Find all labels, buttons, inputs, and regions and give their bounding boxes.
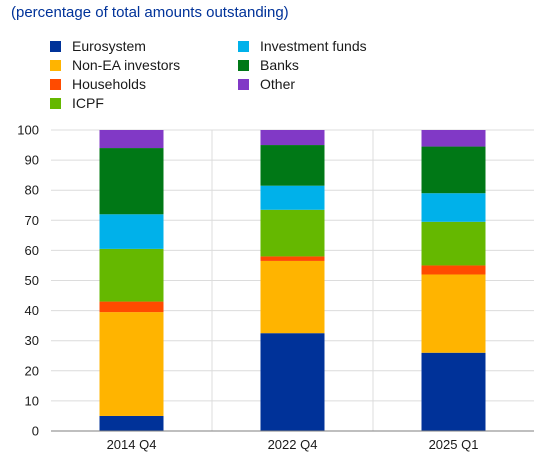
y-axis: 0 10 20 30 40 50 60 70 80 90 100 [17, 123, 39, 439]
legend-swatch [50, 97, 61, 109]
y-tick-label: 50 [25, 273, 39, 288]
legend-item-banks: Banks [238, 57, 299, 73]
y-tick-label: 100 [17, 123, 39, 138]
legend-item-eurosystem: Eurosystem [50, 38, 146, 54]
legend-label: Eurosystem [72, 38, 146, 54]
bar-segment-other [99, 130, 164, 149]
bar-segment-eurosystem [421, 352, 486, 431]
chart-subtitle: (percentage of total amounts outstanding… [11, 4, 289, 21]
legend-label: ICPF [72, 95, 104, 111]
y-tick-label: 80 [25, 183, 39, 198]
bar-segment-banks [99, 148, 164, 215]
y-tick-label: 30 [25, 333, 39, 348]
legend-swatch [50, 59, 61, 71]
legend-swatch [50, 40, 61, 52]
legend-label: Non-EA investors [72, 57, 181, 73]
x-tick-label: 2025 Q1 [429, 437, 479, 452]
legend-label: Households [72, 76, 146, 92]
chart-legend: Eurosystem Non-EA investors Households I… [0, 0, 558, 120]
y-tick-label: 20 [25, 363, 39, 378]
legend-item-other: Other [238, 76, 295, 92]
bar-segment-investment-funds [99, 214, 164, 249]
bar-segment-banks [260, 145, 325, 186]
x-axis: 2014 Q4 2022 Q4 2025 Q1 [51, 430, 534, 452]
bar-segment-icpf [421, 221, 486, 266]
y-tick-label: 40 [25, 303, 39, 318]
x-tick-label: 2014 Q4 [107, 437, 157, 452]
bar-segment-investment-funds [260, 185, 325, 210]
bar-segment-households [260, 256, 325, 261]
x-tick-label: 2022 Q4 [268, 437, 318, 452]
bar-segment-eurosystem [260, 333, 325, 431]
y-tick-label: 10 [25, 393, 39, 408]
bar-segment-non-ea-investors [99, 312, 164, 416]
legend-label: Other [260, 76, 296, 92]
y-tick-label: 90 [25, 153, 39, 168]
legend-item-icpf: ICPF [50, 95, 104, 111]
legend-item-households: Households [50, 76, 146, 92]
y-tick-label: 0 [32, 424, 39, 439]
bar-segment-icpf [99, 248, 164, 302]
bar-segment-banks [421, 146, 486, 194]
legend-swatch [50, 78, 61, 90]
bar-segment-households [421, 265, 486, 275]
legend-label: Banks [260, 57, 299, 73]
bar-segment-other [260, 130, 325, 146]
bar-segment-non-ea-investors [260, 260, 325, 334]
bar-segment-icpf [260, 209, 325, 257]
bars [99, 130, 486, 431]
y-tick-label: 60 [25, 243, 39, 258]
y-tick-label: 70 [25, 213, 39, 228]
legend-swatch [238, 78, 249, 90]
legend-label: Investment funds [260, 38, 367, 54]
legend-swatch [238, 59, 249, 71]
bar-segment-eurosystem [99, 415, 164, 431]
legend-item-non-ea-investors: Non-EA investors [50, 57, 180, 73]
bar-segment-households [99, 301, 164, 313]
bar-segment-investment-funds [421, 193, 486, 222]
bar-segment-other [421, 130, 486, 147]
legend-swatch [238, 40, 249, 52]
bar-segment-non-ea-investors [421, 274, 486, 353]
legend-item-investment-funds: Investment funds [238, 38, 367, 54]
